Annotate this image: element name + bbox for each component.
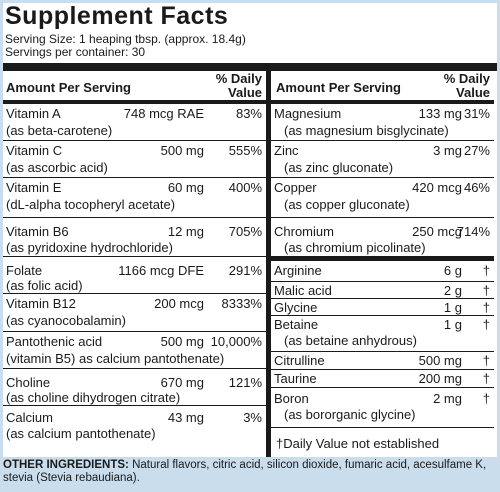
nutrient-row-copper: Copper 420 mcg 46% (as copper gluconate) [271,178,494,218]
ingredient-row-boron: Boron 2 mg † (as bororganic glycine) [271,388,494,428]
left-nutrient-column: Amount Per Serving % Daily Value Vitamin… [3,71,266,446]
amount-per-serving-label: Amount Per Serving [6,80,131,95]
nutrient-row-folate: Folate 1166 mcg DFE 291% (as folic acid) [3,257,266,294]
header-rule [3,63,497,71]
nutrient-row-vitamin-b12: Vitamin B12 200 mcg 8333% (as cyanocobal… [3,294,266,332]
right-nutrient-column: Amount Per Serving % Daily Value Magnesi… [271,71,494,428]
nutrient-row-vitamin-e: Vitamin E 60 mg 400% (dL-alpha tocophery… [3,178,266,218]
nutrient-row-pantothenic-acid: Pantothenic acid 500 mg 10,000% (vitamin… [3,332,266,369]
other-ingredients: OTHER INGREDIENTS: Natural flavors, citr… [3,459,497,485]
other-ingredients-label: OTHER INGREDIENTS: [3,459,129,471]
supplement-facts-panel [3,3,497,457]
amount-per-serving-label: Amount Per Serving [276,80,401,95]
nutrient-row-magnesium: Magnesium 133 mg 31% (as magnesium bisgl… [271,104,494,141]
daily-value-label: % Daily Value [215,71,262,100]
ingredient-row-malic-acid: Malic acid 2 g † [271,282,494,299]
daily-value-footnote: †Daily Value not established [276,436,440,451]
nutrient-row-vitamin-c: Vitamin C 500 mg 555% (as ascorbic acid) [3,141,266,178]
left-column-header: Amount Per Serving % Daily Value [3,71,266,104]
nutrient-row-calcium: Calcium 43 mg 3% (as calcium pantothenat… [6,410,262,441]
ingredient-row-citrulline: Citrulline 500 mg † [271,352,494,370]
ingredient-row-arginine: Arginine 6 g † [271,261,494,282]
column-divider [266,71,271,457]
servings-per-container: Servings per container: 30 [5,45,146,59]
other-ingredients-text: Natural flavors, citric acid, silicon di… [3,459,487,484]
right-column-header: Amount Per Serving % Daily Value [271,71,494,104]
page-title: Supplement Facts [5,2,229,30]
ingredient-row-betaine: Betaine 1 g † (as betaine anhydrous) [271,316,494,352]
ingredient-row-glycine: Glycine 1 g † [271,299,494,316]
nutrient-row-zinc: Zinc 3 mg 27% (as zinc gluconate) [271,141,494,178]
nutrient-row-vitamin-b6: Vitamin B6 12 mg 705% (as pyridoxine hyd… [3,218,266,257]
nutrient-row-chromium: Chromium 250 mcg 714% (as chromium picol… [271,218,494,261]
serving-size: Serving Size: 1 heaping tbsp. (approx. 1… [5,32,246,46]
nutrient-row-vitamin-a: Vitamin A 748 mcg RAE 83% (as beta-carot… [3,104,266,141]
ingredient-row-taurine: Taurine 200 mg † [271,370,494,388]
daily-value-label: % Daily Value [443,71,490,100]
nutrient-row-choline: Choline 670 mg 121% (as choline dihydrog… [3,369,266,406]
